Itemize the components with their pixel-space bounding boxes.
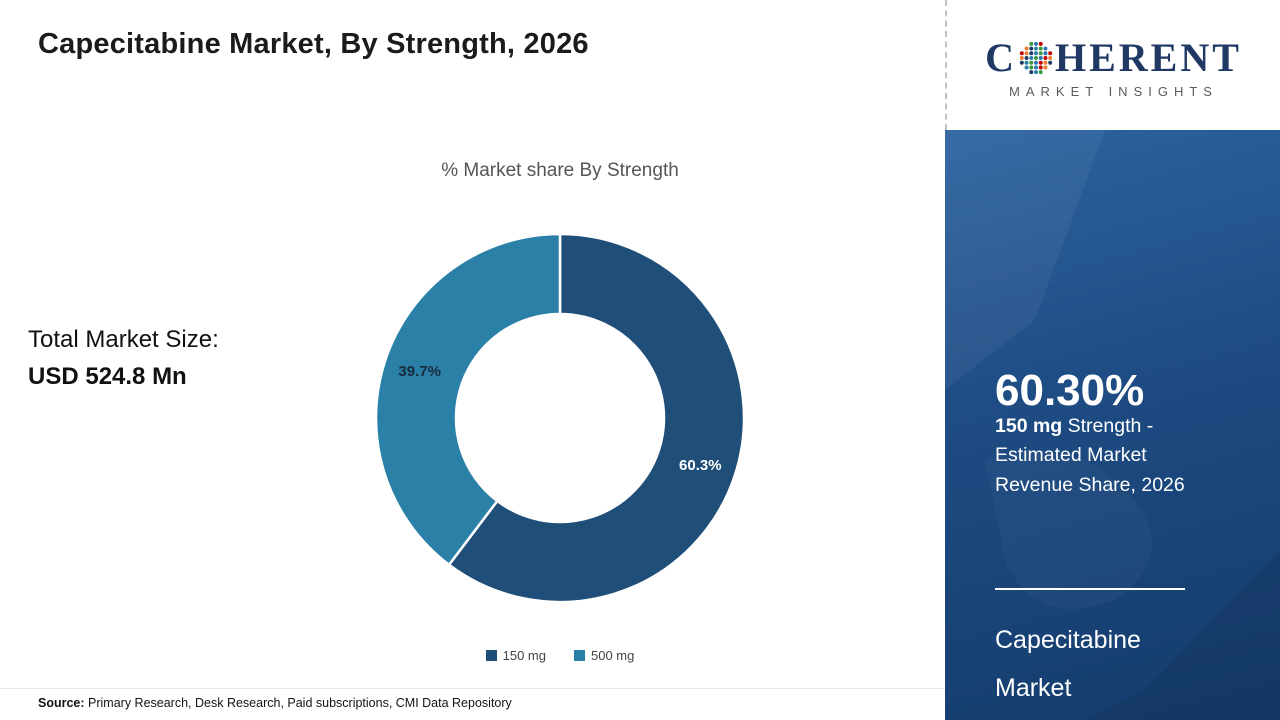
globe-dot (1043, 60, 1048, 65)
chart-title: % Market share By Strength (441, 160, 679, 181)
globe-dot (1043, 55, 1048, 60)
report-name-line1: Capecitabine (995, 626, 1141, 654)
globe-dot (1038, 41, 1043, 46)
donut-chart: 60.3% 39.7% (374, 232, 746, 604)
side-panel: C HERENT MARKET INSIGHTS 60.30% 150 mg S… (945, 0, 1280, 720)
globe-dot (1048, 55, 1053, 60)
globe-dot (1024, 64, 1029, 69)
globe-dot (1019, 50, 1024, 55)
globe-dot (1033, 41, 1038, 46)
panel-divider (995, 588, 1185, 590)
total-market-size: Total Market Size: USD 524.8 Mn (28, 326, 219, 391)
globe-dot (1038, 69, 1043, 74)
globe-dot (1033, 55, 1038, 60)
globe-dot (1043, 46, 1048, 51)
chart-legend: 150 mg 500 mg (270, 648, 850, 663)
globe-dot (1029, 60, 1034, 65)
brand-logo: C HERENT MARKET INSIGHTS (945, 0, 1280, 130)
source-label: Source: (38, 696, 85, 710)
globe-dot (1024, 50, 1029, 55)
stat-description: 150 mg Strength - Estimated Market Reven… (995, 412, 1217, 500)
slice-data-label: 39.7% (398, 363, 441, 380)
globe-dot (1024, 60, 1029, 65)
legend-swatch (485, 650, 497, 661)
legend-swatch (574, 650, 585, 661)
legend-item: 500 mg (574, 648, 634, 663)
globe-dot (1038, 50, 1043, 55)
brand-subtitle: MARKET INSIGHTS (1009, 83, 1218, 99)
globe-dot (1033, 46, 1038, 51)
globe-dot (1048, 50, 1053, 55)
page-title: Capecitabine Market, By Strength, 2026 (38, 28, 589, 60)
globe-dot (1029, 69, 1034, 74)
globe-dot (1043, 50, 1048, 55)
globe-dot (1029, 50, 1034, 55)
globe-dot (1019, 60, 1024, 65)
globe-dot (1029, 55, 1034, 60)
globe-dot (1043, 64, 1048, 69)
globe-dot (1038, 64, 1043, 69)
globe-dot (1033, 60, 1038, 65)
legend-label: 150 mg (502, 648, 546, 663)
donut-slice-150-mg (447, 232, 746, 604)
stat-value: 60.30% (995, 366, 1145, 415)
globe-dot (1029, 64, 1034, 69)
legend-item: 150 mg (485, 648, 546, 663)
legend-label: 500 mg (591, 648, 635, 663)
globe-dot (1029, 46, 1034, 51)
stat-rest: Strength - Estimated Market Revenue Shar… (995, 415, 1185, 496)
total-market-size-label: Total Market Size: (28, 326, 219, 353)
donut-slice-500-mg (374, 232, 562, 567)
brand-wordmark: C HERENT (985, 34, 1242, 80)
globe-dot (1048, 60, 1053, 65)
brand-letters-rest: HERENT (1054, 34, 1242, 80)
stat-strong: 150 mg (995, 415, 1063, 437)
panel-map-texture (945, 130, 1280, 720)
total-market-size-value: USD 524.8 Mn (28, 363, 187, 390)
globe-dot (1029, 41, 1034, 46)
globe-dot (1024, 46, 1029, 51)
brand-letter-c: C (985, 34, 1017, 80)
globe-dots-icon (1019, 41, 1053, 74)
globe-dot (1024, 55, 1029, 60)
globe-dot (1033, 64, 1038, 69)
report-name-line2: Market (995, 674, 1072, 702)
globe-dot (1038, 55, 1043, 60)
globe-dot (1038, 60, 1043, 65)
globe-dot (1038, 46, 1043, 51)
highlight-panel: 60.30% 150 mg Strength - Estimated Marke… (945, 130, 1280, 720)
source-text: Primary Research, Desk Research, Paid su… (84, 696, 512, 710)
source-footer: Source: Primary Research, Desk Research,… (0, 688, 945, 720)
slice-data-label: 60.3% (679, 457, 722, 474)
globe-dot (1019, 55, 1024, 60)
globe-dot (1033, 69, 1038, 74)
report-name: Capecitabine Market (995, 626, 1141, 703)
globe-dot (1033, 50, 1038, 55)
